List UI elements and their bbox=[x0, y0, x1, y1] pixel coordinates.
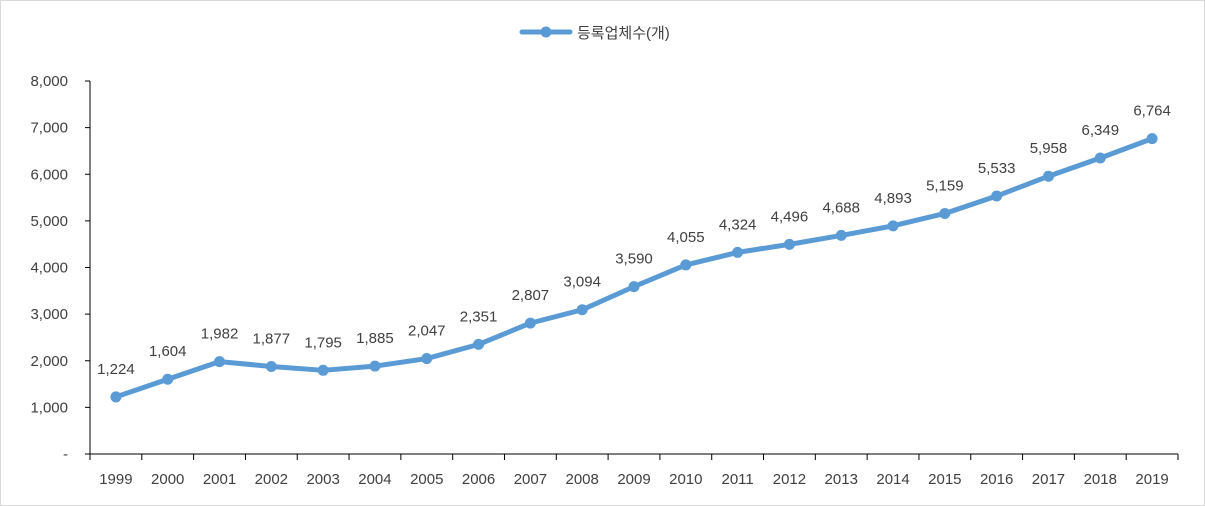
y-tick-label: 3,000 bbox=[30, 306, 68, 323]
x-tick-label: 2003 bbox=[306, 471, 339, 488]
data-label: 3,590 bbox=[615, 251, 653, 268]
x-tick-label: 2010 bbox=[669, 471, 702, 488]
data-point bbox=[524, 317, 536, 329]
y-tick-label: 4,000 bbox=[30, 260, 68, 277]
y-tick-label: 5,000 bbox=[30, 213, 68, 230]
x-tick-label: 2004 bbox=[358, 471, 391, 488]
data-point bbox=[214, 356, 226, 368]
x-tick-label: 2005 bbox=[410, 471, 443, 488]
data-point bbox=[939, 207, 951, 219]
data-label: 2,351 bbox=[460, 308, 498, 325]
x-tick-label: 2015 bbox=[928, 471, 961, 488]
x-tick-label: 2007 bbox=[514, 471, 547, 488]
data-label: 4,496 bbox=[771, 208, 809, 225]
x-tick-label: 2012 bbox=[773, 471, 806, 488]
data-label: 3,094 bbox=[563, 274, 601, 291]
data-point bbox=[680, 259, 692, 271]
y-tick-label: 2,000 bbox=[30, 353, 68, 370]
data-label: 6,764 bbox=[1133, 103, 1171, 120]
x-tick-label: 2013 bbox=[825, 471, 858, 488]
data-point bbox=[835, 229, 847, 241]
data-point bbox=[473, 338, 485, 350]
data-point bbox=[1094, 152, 1106, 164]
data-label: 4,688 bbox=[822, 199, 860, 216]
data-point bbox=[421, 353, 433, 365]
series-line bbox=[113, 136, 1155, 400]
data-label: 1,604 bbox=[149, 343, 187, 360]
x-tick-label: 2019 bbox=[1135, 471, 1168, 488]
x-tick-label: 2011 bbox=[721, 471, 753, 488]
data-label: 6,349 bbox=[1082, 122, 1120, 139]
x-tick-label: 2014 bbox=[876, 471, 909, 488]
data-label: 5,533 bbox=[978, 160, 1016, 177]
data-label: 1,795 bbox=[304, 334, 342, 351]
data-point bbox=[1146, 133, 1158, 145]
data-label: 5,159 bbox=[926, 177, 964, 194]
data-point bbox=[576, 304, 588, 316]
data-label: 2,047 bbox=[408, 323, 446, 340]
legend-point-marker bbox=[540, 26, 552, 38]
data-label: 1,877 bbox=[253, 330, 291, 347]
x-tick-label: 2018 bbox=[1084, 471, 1117, 488]
data-point bbox=[991, 190, 1003, 202]
data-point bbox=[110, 391, 122, 403]
y-tick-label: - bbox=[63, 446, 68, 463]
data-point bbox=[317, 364, 329, 376]
data-label: 1,982 bbox=[201, 326, 239, 343]
data-label: 1,885 bbox=[356, 330, 394, 347]
data-point bbox=[628, 281, 640, 293]
x-tick-label: 2017 bbox=[1032, 471, 1065, 488]
y-tick-label: 6,000 bbox=[30, 166, 68, 183]
data-label: 2,807 bbox=[512, 287, 550, 304]
data-point bbox=[1042, 170, 1054, 182]
data-point bbox=[783, 238, 795, 250]
legend-label: 등록업체수(개) bbox=[577, 25, 670, 42]
data-label: 5,958 bbox=[1030, 140, 1068, 157]
y-tick-label: 1,000 bbox=[30, 399, 68, 416]
x-tick-label: 2006 bbox=[462, 471, 495, 488]
data-label: 4,324 bbox=[719, 216, 757, 233]
data-point bbox=[732, 246, 744, 258]
data-point bbox=[162, 373, 174, 385]
data-label: 4,893 bbox=[874, 190, 912, 207]
x-tick-label: 2002 bbox=[255, 471, 288, 488]
x-tick-label: 2016 bbox=[980, 471, 1013, 488]
x-tick-label: 2009 bbox=[617, 471, 650, 488]
x-tick-label: 2001 bbox=[203, 471, 236, 488]
data-label: 1,224 bbox=[97, 361, 135, 378]
data-point bbox=[369, 360, 381, 372]
y-tick-label: 8,000 bbox=[30, 73, 68, 90]
x-tick-label: 2000 bbox=[151, 471, 184, 488]
x-tick-label: 2008 bbox=[566, 471, 599, 488]
y-tick-label: 7,000 bbox=[30, 120, 68, 137]
data-point bbox=[265, 360, 277, 372]
data-label: 4,055 bbox=[667, 229, 705, 246]
data-point bbox=[887, 220, 899, 232]
x-tick-label: 1999 bbox=[99, 471, 132, 488]
